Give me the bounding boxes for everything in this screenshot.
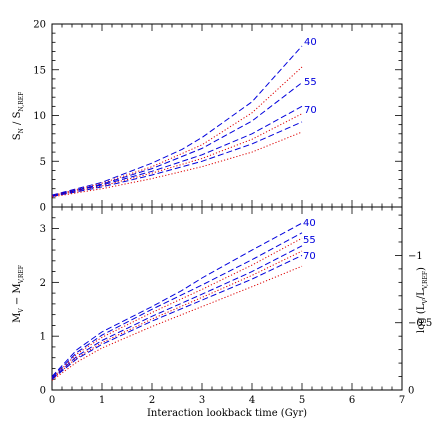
x-tick-label: 0	[49, 395, 55, 406]
y-tick-label: 15	[33, 65, 46, 76]
right-tick-label: −0.5	[408, 318, 432, 329]
series-line-dotted	[51, 66, 303, 197]
top-panel-frame	[51, 23, 403, 208]
series-line-dashed	[51, 245, 303, 380]
bottom-panel-frame	[51, 206, 403, 391]
series-line-dotted	[51, 131, 303, 198]
bottom-label-40: 40	[303, 218, 316, 229]
series-line-dotted	[51, 250, 303, 380]
top-curves	[51, 45, 303, 198]
y-tick-label: 20	[33, 20, 46, 31]
series-line-dashed	[51, 222, 303, 377]
series-line-dotted	[51, 113, 303, 197]
bottom-ylabel-right: log (LV/LV,REF)	[416, 267, 429, 333]
bottom-xlabel: Interaction lookback time (Gyr)	[147, 408, 307, 419]
series-line-dashed	[51, 232, 303, 378]
top-ticks	[51, 23, 403, 208]
series-line-dashed	[51, 121, 303, 197]
bottom-right-ticks: −1 −0.5 0	[395, 214, 432, 397]
top-label-55: 55	[304, 77, 317, 88]
x-tick-label: 5	[299, 395, 305, 406]
x-tick-label: 4	[249, 395, 255, 406]
x-tick-label: 1	[99, 395, 105, 406]
top-label-40: 40	[304, 37, 317, 48]
x-tick-label: 6	[349, 395, 355, 406]
bottom-ylabel: MV − MV,REF	[12, 265, 25, 323]
y-tick-label: 3	[40, 224, 46, 235]
x-tick-label: 7	[399, 395, 405, 406]
y-tick-label: 0	[40, 386, 46, 397]
y-tick-label: 2	[40, 278, 46, 289]
series-line-dashed	[51, 82, 303, 197]
series-line-dashed	[51, 254, 303, 380]
top-ylabel: SN / SN,REF	[12, 92, 25, 141]
series-line-dashed	[51, 105, 303, 197]
right-tick-label: 0	[408, 386, 414, 397]
bottom-curves	[51, 222, 303, 381]
top-panel: 0 5 10 15 20 40 55 70 SN / SN,REF	[12, 20, 403, 214]
y-tick-label: 1	[40, 332, 46, 343]
y-tick-label: 5	[40, 157, 46, 168]
bottom-label-55: 55	[303, 235, 316, 246]
x-tick-label: 2	[149, 395, 155, 406]
series-line-dotted	[51, 237, 303, 379]
bottom-label-70: 70	[303, 251, 316, 262]
top-ytick-labels: 0 5 10 15 20	[33, 20, 46, 214]
top-label-70: 70	[304, 105, 317, 116]
bottom-ticks	[51, 206, 403, 391]
bottom-panel: 0 1 2 3 −1 −0.5 0 0 1 2 3 4 5 6 7 40 55 70 MV − MV,R…	[12, 206, 432, 419]
series-line-dotted	[51, 265, 303, 381]
series-line-dashed	[51, 45, 303, 196]
x-tick-label: 3	[199, 395, 205, 406]
bottom-xtick-labels: 0 1 2 3 4 5 6 7	[49, 395, 405, 406]
y-tick-label: 0	[40, 203, 46, 214]
y-tick-label: 10	[33, 111, 46, 122]
right-tick-label: −1	[408, 251, 423, 262]
bottom-ytick-labels: 0 1 2 3	[40, 224, 46, 396]
